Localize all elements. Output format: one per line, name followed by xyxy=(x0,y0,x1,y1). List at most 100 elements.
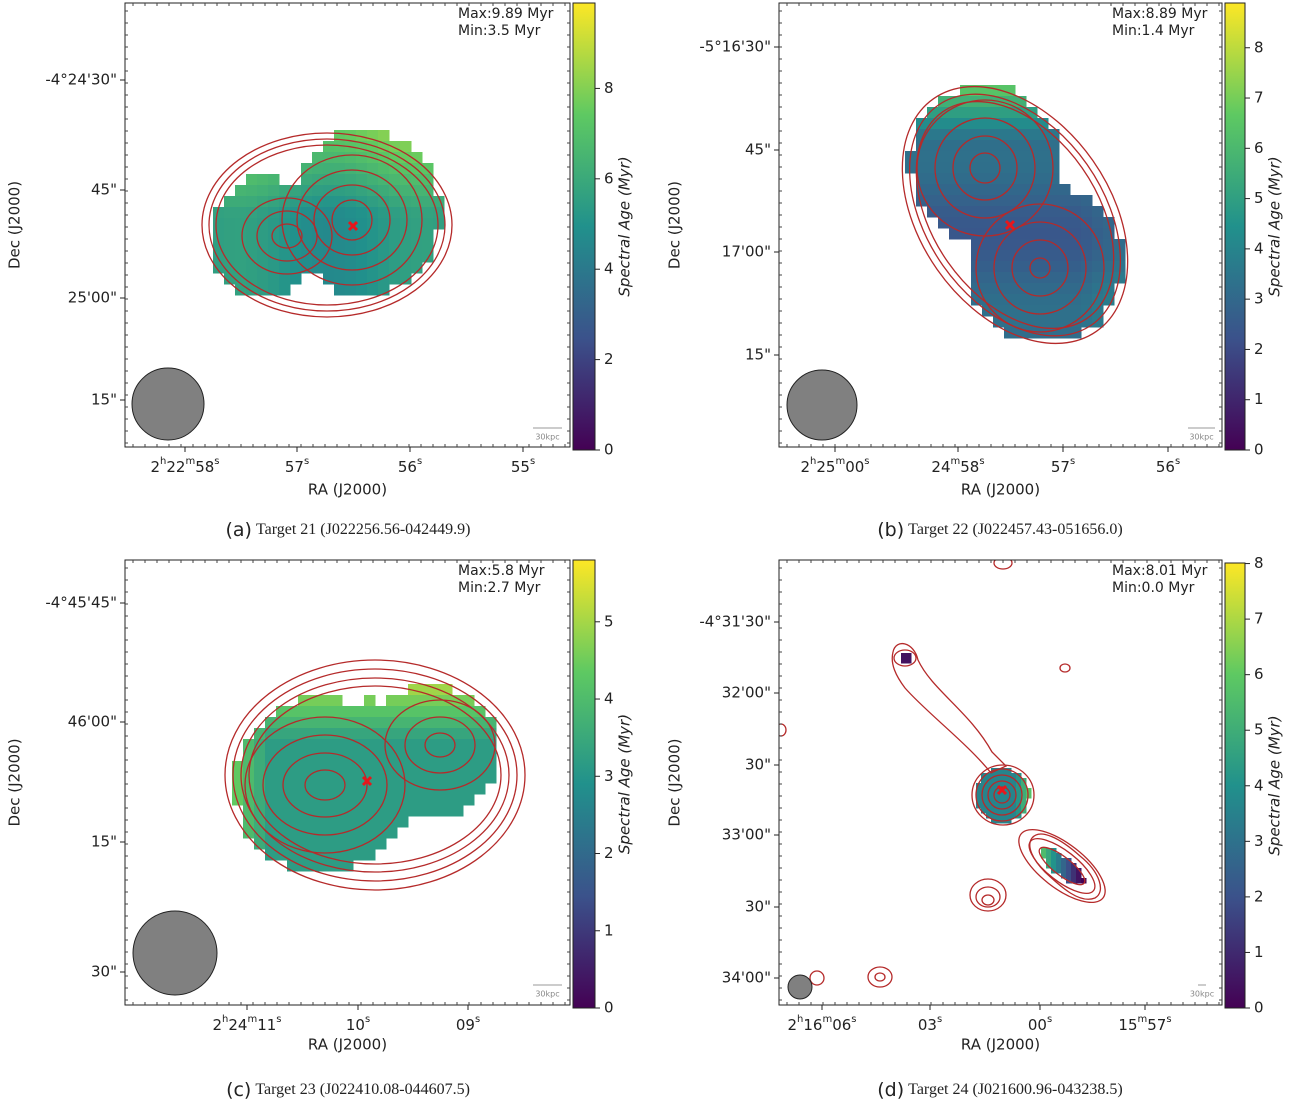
pixel xyxy=(342,816,354,828)
contour xyxy=(993,560,1013,570)
x-axis-title: RA (J2000) xyxy=(961,1036,1040,1054)
pixel xyxy=(345,185,357,197)
pixel xyxy=(916,173,928,185)
pixel xyxy=(411,174,423,186)
pixel xyxy=(257,174,269,186)
pixel xyxy=(1011,813,1017,819)
pixel xyxy=(982,261,994,273)
pixel xyxy=(1070,206,1082,218)
core-marker xyxy=(1004,219,1016,231)
pixel xyxy=(323,141,335,153)
pixel xyxy=(1016,793,1022,799)
pixel xyxy=(1037,129,1049,141)
pixel xyxy=(323,196,335,208)
pixel xyxy=(400,141,412,153)
colorbar-tick-label: 5 xyxy=(1254,721,1264,739)
pixel xyxy=(485,717,497,729)
pixel xyxy=(298,761,310,773)
pixel xyxy=(400,262,412,274)
pixel xyxy=(279,262,291,274)
pixel xyxy=(276,717,288,729)
pixel xyxy=(312,163,324,175)
pixel xyxy=(224,196,236,208)
y-tick-label: 46'00" xyxy=(68,713,117,731)
pixel xyxy=(411,262,423,274)
contour xyxy=(809,970,825,986)
caption-text: Target 23 (J022410.08-044607.5) xyxy=(255,1081,470,1098)
pixel xyxy=(982,217,994,229)
pixel xyxy=(981,778,987,784)
pixel xyxy=(938,162,950,174)
contour xyxy=(244,716,406,854)
pixel xyxy=(375,728,387,740)
pixel xyxy=(1001,793,1007,799)
pixel xyxy=(901,653,907,659)
pixel xyxy=(386,706,398,718)
map xyxy=(901,85,1129,345)
pixel xyxy=(452,794,464,806)
pixel xyxy=(408,728,420,740)
pixel xyxy=(246,185,258,197)
pixel xyxy=(356,152,368,164)
pixel xyxy=(257,185,269,197)
x-tick-label: 10s xyxy=(346,1014,370,1034)
pixel xyxy=(243,827,255,839)
pixel xyxy=(334,251,346,263)
pixel xyxy=(224,273,236,285)
pixel xyxy=(279,229,291,241)
scale-label: 30kpc xyxy=(1190,990,1214,999)
pixel xyxy=(1081,305,1093,317)
colorbar xyxy=(1224,562,1246,1009)
pixel xyxy=(342,849,354,861)
pixel xyxy=(971,173,983,185)
pixel xyxy=(927,140,939,152)
pixel xyxy=(298,860,310,872)
contour xyxy=(384,699,496,791)
pixel xyxy=(375,706,387,718)
pixel xyxy=(1059,305,1071,317)
pixel xyxy=(254,794,266,806)
pixel xyxy=(1056,853,1062,859)
contour xyxy=(867,966,893,988)
pixel xyxy=(235,185,247,197)
pixel xyxy=(960,162,972,174)
pixel xyxy=(331,783,343,795)
pixel xyxy=(441,706,453,718)
pixel xyxy=(408,772,420,784)
pixel xyxy=(411,196,423,208)
pixel xyxy=(993,206,1005,218)
contour xyxy=(281,154,423,286)
y-axis-title: Dec (J2000) xyxy=(6,738,24,826)
min-label: Min:0.0 Myr xyxy=(1112,580,1195,596)
pixel xyxy=(224,218,236,230)
pixel xyxy=(386,772,398,784)
panel: 30kpc -4°31'30" 32'00" 30" 33'00" 30" 34'00" 2h… xyxy=(666,554,1284,1100)
pixel xyxy=(971,261,983,273)
pixel xyxy=(1114,272,1126,284)
pixel xyxy=(331,695,343,707)
pixel xyxy=(364,838,376,850)
pixel xyxy=(345,251,357,263)
colorbar-title: Spectral Age (Myr) xyxy=(616,714,634,854)
pixel xyxy=(389,174,401,186)
pixel xyxy=(342,728,354,740)
pixel xyxy=(971,140,983,152)
pixel xyxy=(1015,228,1027,240)
pixel xyxy=(276,761,288,773)
pixel xyxy=(397,816,409,828)
pixel xyxy=(1081,217,1093,229)
pixel xyxy=(246,240,258,252)
pixel xyxy=(312,262,324,274)
pixel xyxy=(312,240,324,252)
pixel xyxy=(386,739,398,751)
pixel xyxy=(353,816,365,828)
pixel xyxy=(301,229,313,241)
pixel xyxy=(254,761,266,773)
pixel xyxy=(433,196,445,208)
pixel xyxy=(1081,228,1093,240)
colorbar-tick-label: 2 xyxy=(604,350,614,368)
pixel xyxy=(356,130,368,142)
contour xyxy=(256,210,318,262)
pixel xyxy=(265,838,277,850)
pixel xyxy=(323,218,335,230)
